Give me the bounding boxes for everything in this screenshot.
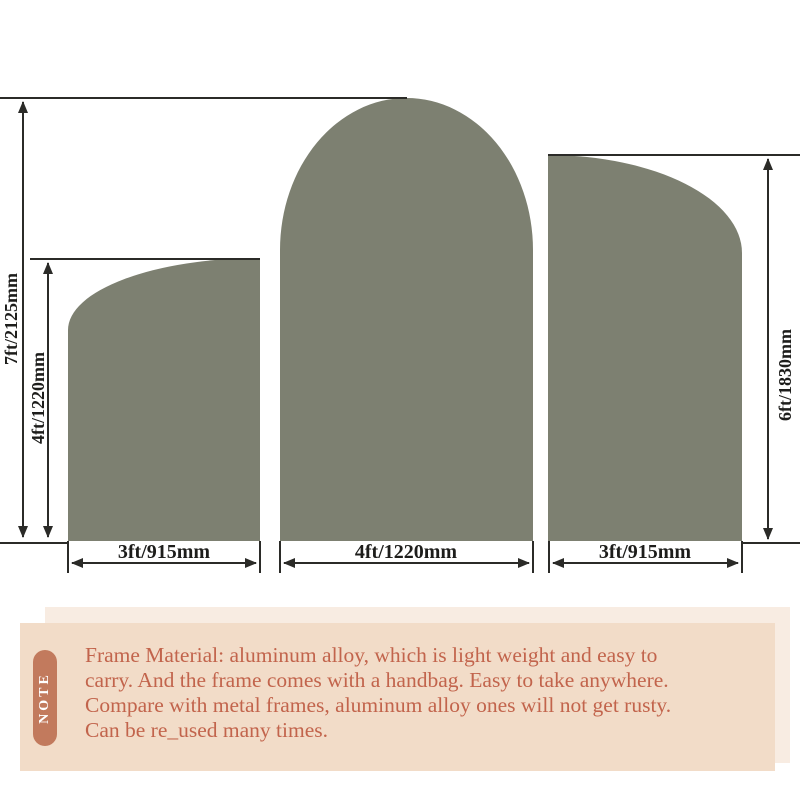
extension-lines (0, 97, 800, 573)
note-badge-label: NOTE (37, 672, 52, 724)
label-width-left: 3ft/915mm (118, 541, 211, 563)
arch-shape-left (68, 258, 260, 541)
label-height-4ft: 4ft/1220mm (28, 352, 48, 444)
note-panel: NOTE Frame Material: aluminum alloy, whi… (20, 623, 775, 771)
dimension-arrows (18, 101, 773, 568)
arch-shape-middle (280, 98, 533, 542)
note-line: Compare with metal frames, aluminum allo… (85, 693, 672, 717)
note-badge: NOTE (33, 650, 57, 746)
label-height-7ft: 7ft/2125mm (1, 273, 21, 365)
note-line: carry. And the frame comes with a handba… (85, 668, 669, 692)
note-line: Can be re_used many times. (85, 718, 329, 742)
note-line: Frame Material: aluminum alloy, which is… (85, 643, 658, 667)
label-height-6ft: 6ft/1830mm (775, 329, 795, 421)
label-width-middle: 4ft/1220mm (355, 541, 458, 563)
note-text: Frame Material: aluminum alloy, which is… (85, 643, 770, 743)
label-width-right: 3ft/915mm (599, 541, 692, 563)
arch-shape-right (548, 155, 742, 541)
